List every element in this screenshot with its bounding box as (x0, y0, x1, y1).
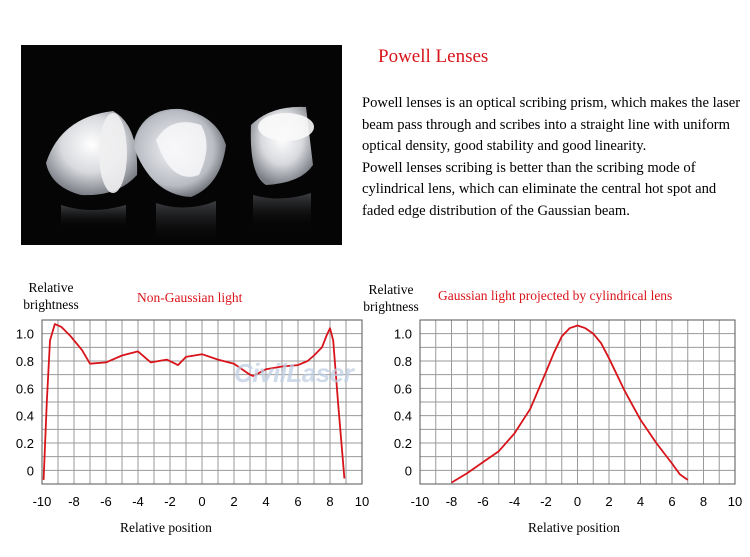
chart-2-ytick-label: 0.4 (394, 409, 412, 424)
chart-1-xtick-label: 8 (326, 494, 333, 509)
chart-1-xtick-label: 4 (262, 494, 269, 509)
lens-middle (133, 108, 226, 245)
chart-1-xtick-label: 2 (230, 494, 237, 509)
watermark: CivilLaser (234, 358, 354, 388)
chart-1-series-line (42, 323, 346, 480)
chart-1-xtick-label: -8 (68, 494, 80, 509)
chart-2-xtick-label: 8 (700, 494, 707, 509)
chart-1-ytick-label: 0.6 (16, 381, 34, 396)
chart-1-xtick-label: -6 (100, 494, 112, 509)
chart-2-xtick-label: -2 (540, 494, 552, 509)
chart-2-xtick-label: 0 (574, 494, 581, 509)
page-title: Powell Lenses (378, 46, 489, 67)
chart-2-frame (419, 319, 736, 485)
chart-2-ytick-label: 0.8 (394, 354, 412, 369)
chart-2-xtick-label: 10 (728, 494, 742, 509)
chart-2-ytick-label: 0 (405, 463, 412, 478)
chart-2-series-line (451, 324, 689, 484)
chart-1-ytick-label: 1.0 (16, 327, 34, 342)
description-paragraph-2: Powell lenses scribing is better than th… (362, 159, 717, 219)
chart-2-ytick-label: 1.0 (394, 327, 412, 342)
chart-1-ytick-label: 0.2 (16, 436, 34, 451)
chart-1-xtick-label: 0 (198, 494, 205, 509)
chart-1-ylabel: Relative brightness (23, 280, 79, 312)
chart-2-xtick-label: -10 (411, 494, 430, 509)
chart-1-ytick-label: 0.8 (16, 354, 34, 369)
description-paragraph-1: Powell lenses is an optical scribing pri… (362, 95, 741, 154)
chart-1-xlabel: Relative position (120, 520, 212, 535)
product-photo (21, 45, 342, 245)
chart-2-xtick-label: 2 (605, 494, 612, 509)
chart-1-xtick-label: -4 (132, 494, 144, 509)
chart-2-ytick-label: 0.2 (394, 436, 412, 451)
chart-1-xtick-label: -10 (33, 494, 52, 509)
chart-1-frame (41, 319, 363, 485)
chart-1-title: Non-Gaussian light (137, 290, 243, 305)
chart-2-xtick-label: -8 (446, 494, 458, 509)
chart-1-xtick-label: 6 (294, 494, 301, 509)
chart-2-xlabel: Relative position (528, 520, 620, 535)
chart-2-xtick-label: 6 (668, 494, 675, 509)
powell-lens-render (46, 106, 314, 245)
chart-2-ytick-label: 0.6 (394, 381, 412, 396)
chart-1-xtick-label: 10 (355, 494, 369, 509)
lens-left (46, 111, 138, 230)
chart-2-xtick-label: -6 (477, 494, 489, 509)
chart-1-ytick-label: 0 (27, 463, 34, 478)
chart-2-title: Gaussian light projected by cylindrical … (438, 288, 673, 303)
chart-2-xtick-label: -4 (509, 494, 521, 509)
chart-2-xtick-label: 4 (637, 494, 644, 509)
lens-right (250, 106, 314, 230)
chart-1-xtick-label: -2 (164, 494, 176, 509)
chart-1-ytick-label: 0.4 (16, 409, 34, 424)
chart-2-ylabel: Relative brightness (363, 282, 419, 314)
description: Powell lenses is an optical scribing pri… (362, 93, 750, 222)
